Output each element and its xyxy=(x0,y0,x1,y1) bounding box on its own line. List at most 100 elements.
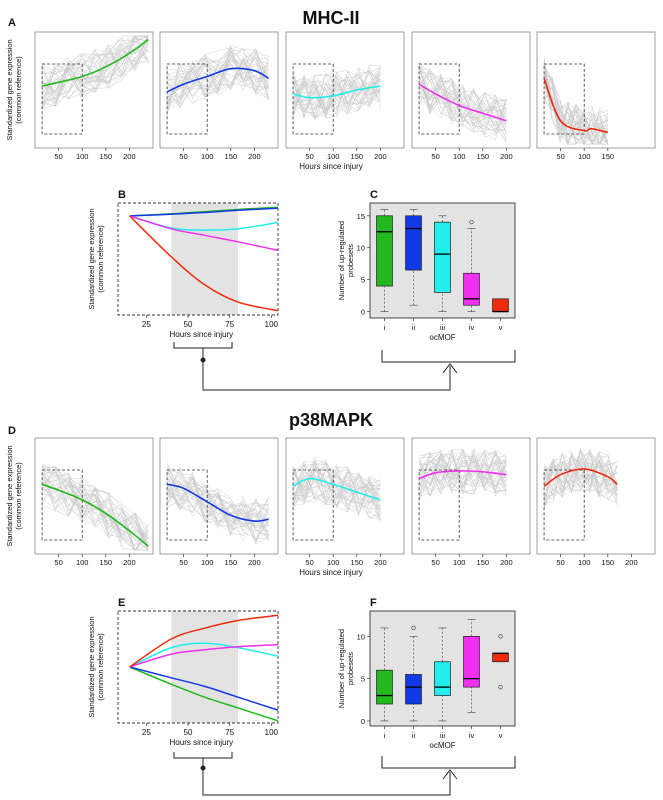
x-axis-label: ocMOF xyxy=(429,333,455,342)
x-tick-label: 50 xyxy=(305,558,313,567)
plot-frame xyxy=(117,202,279,316)
background-trace xyxy=(41,35,149,107)
background-trace xyxy=(41,35,149,100)
background-trace xyxy=(544,75,608,145)
x-tick-label: 100 xyxy=(201,152,214,161)
background-trace xyxy=(292,471,381,511)
box-ii xyxy=(405,674,422,705)
background-trace xyxy=(543,451,618,508)
x-tick-label: 200 xyxy=(374,558,387,567)
x-axis-label: Hours since injury xyxy=(299,568,363,577)
series-line-ii xyxy=(166,67,270,93)
x-tick-label: 150 xyxy=(225,152,238,161)
y-axis-label-0: Standardized gene expression xyxy=(87,208,96,309)
connector-p38mapk xyxy=(173,752,516,796)
inset-box xyxy=(41,469,83,541)
background-trace xyxy=(166,47,269,111)
series-line-iii xyxy=(292,85,381,99)
background-trace xyxy=(166,48,269,98)
background-trace xyxy=(41,497,149,551)
background-trace xyxy=(166,487,269,531)
outlier-point xyxy=(498,634,503,639)
background-trace xyxy=(166,54,269,107)
background-trace xyxy=(167,51,269,101)
inset-box xyxy=(292,63,334,135)
connector-mhc-ii xyxy=(173,342,516,391)
background-trace xyxy=(292,70,381,119)
background-trace xyxy=(42,475,149,551)
y-axis-label-1: probesets xyxy=(346,244,355,277)
x-axis-label: ocMOF xyxy=(429,741,455,750)
small-panel-frame xyxy=(536,437,656,555)
background-trace xyxy=(419,76,507,126)
background-trace xyxy=(418,75,507,144)
background-trace xyxy=(42,36,149,95)
background-trace xyxy=(418,66,507,138)
background-trace xyxy=(41,36,149,97)
background-trace xyxy=(42,49,149,106)
background-trace xyxy=(166,475,269,513)
background-trace xyxy=(292,77,381,118)
box-iv xyxy=(463,636,480,688)
box-iv xyxy=(463,272,480,306)
background-trace xyxy=(543,454,618,504)
background-trace xyxy=(292,463,381,515)
series-line-v xyxy=(129,614,279,668)
background-trace xyxy=(543,448,618,498)
series-line-i xyxy=(41,39,149,87)
background-trace xyxy=(166,476,269,541)
background-trace xyxy=(419,449,507,490)
y-tick-label: 5 xyxy=(361,276,365,285)
y-axis-label-1: (common reference) xyxy=(14,56,23,124)
plot-frame xyxy=(117,610,279,724)
background-trace xyxy=(292,74,381,113)
x-tick-label: 50 xyxy=(179,558,187,567)
background-trace xyxy=(166,470,269,536)
background-trace xyxy=(42,491,149,551)
series-line-ii xyxy=(166,483,269,523)
x-axis-label: Hours since injury xyxy=(170,738,234,747)
x-tick-label: 100 xyxy=(201,558,214,567)
x-tick-label: 200 xyxy=(248,558,261,567)
background-trace xyxy=(418,69,507,127)
x-tick-label: 200 xyxy=(500,558,513,567)
background-trace xyxy=(167,479,269,541)
background-trace xyxy=(166,483,269,519)
series-line-ii xyxy=(129,207,279,217)
series-line-v xyxy=(543,78,608,134)
background-trace xyxy=(292,73,381,115)
panel-label-e: E xyxy=(118,597,125,609)
title-p38mapk: p38MAPK xyxy=(289,410,373,430)
background-trace xyxy=(292,467,381,517)
background-trace xyxy=(419,451,507,497)
background-trace xyxy=(166,53,269,104)
inset-box xyxy=(41,63,83,135)
y-axis-label-1: (common reference) xyxy=(96,633,105,701)
inset-box xyxy=(166,469,208,541)
x-tick-label: 200 xyxy=(123,152,136,161)
series-line-i xyxy=(41,483,149,547)
background-trace xyxy=(543,460,618,501)
y-tick-label: 15 xyxy=(357,212,365,221)
background-trace xyxy=(41,466,149,551)
box-i xyxy=(376,669,393,705)
background-trace xyxy=(166,61,269,107)
series-line-iv xyxy=(418,470,507,480)
x-tick-label: 50 xyxy=(54,558,62,567)
background-trace xyxy=(166,484,269,529)
background-trace xyxy=(42,50,149,109)
background-trace xyxy=(418,451,507,482)
series-line-ii xyxy=(129,666,279,711)
background-trace xyxy=(543,62,608,145)
background-trace xyxy=(418,62,507,120)
x-axis-label: Hours since injury xyxy=(170,330,234,339)
x-tick-label: 150 xyxy=(477,558,490,567)
x-tick-label: 50 xyxy=(431,558,439,567)
background-trace xyxy=(418,79,507,137)
background-trace xyxy=(292,467,381,520)
y-tick-label: 5 xyxy=(361,675,365,684)
panel-label-a: A xyxy=(8,17,16,29)
box-iii xyxy=(434,661,451,696)
y-axis-label-0: Standardized gene expression xyxy=(5,39,14,140)
x-tick-label: 100 xyxy=(578,558,591,567)
